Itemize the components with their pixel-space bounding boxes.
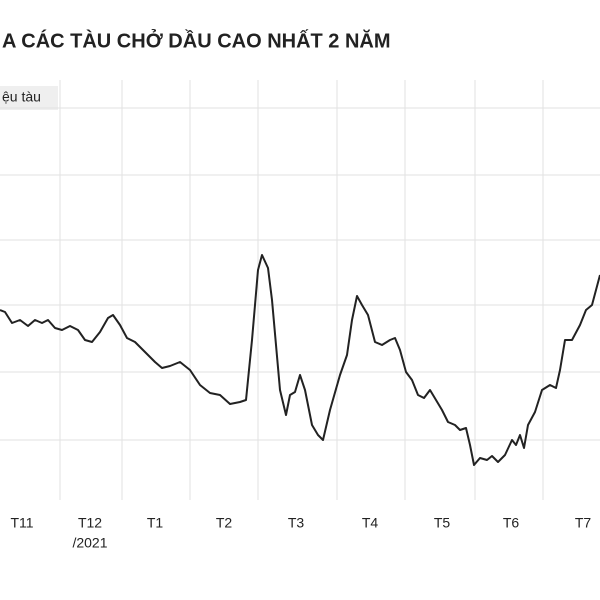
x-tick-label: T5 (434, 515, 451, 531)
y-label-box (0, 86, 58, 110)
x-tick-label: T7 (575, 515, 592, 531)
x-tick-label: T3 (288, 515, 305, 531)
x-tick-label: T11 (10, 515, 33, 531)
y-axis-label: ệu tàu (2, 89, 41, 105)
x-tick-label: T1 (147, 515, 164, 531)
x-tick-label: T12 (78, 515, 102, 531)
chart-title: A CÁC TÀU CHỞ DẦU CAO NHẤT 2 NĂM (2, 28, 391, 52)
x-tick-label: T2 (216, 515, 233, 531)
x-tick-label: T6 (503, 515, 520, 531)
x-tick-label: T4 (362, 515, 379, 531)
data-line (0, 254, 600, 466)
year-label: /2021 (72, 535, 107, 551)
